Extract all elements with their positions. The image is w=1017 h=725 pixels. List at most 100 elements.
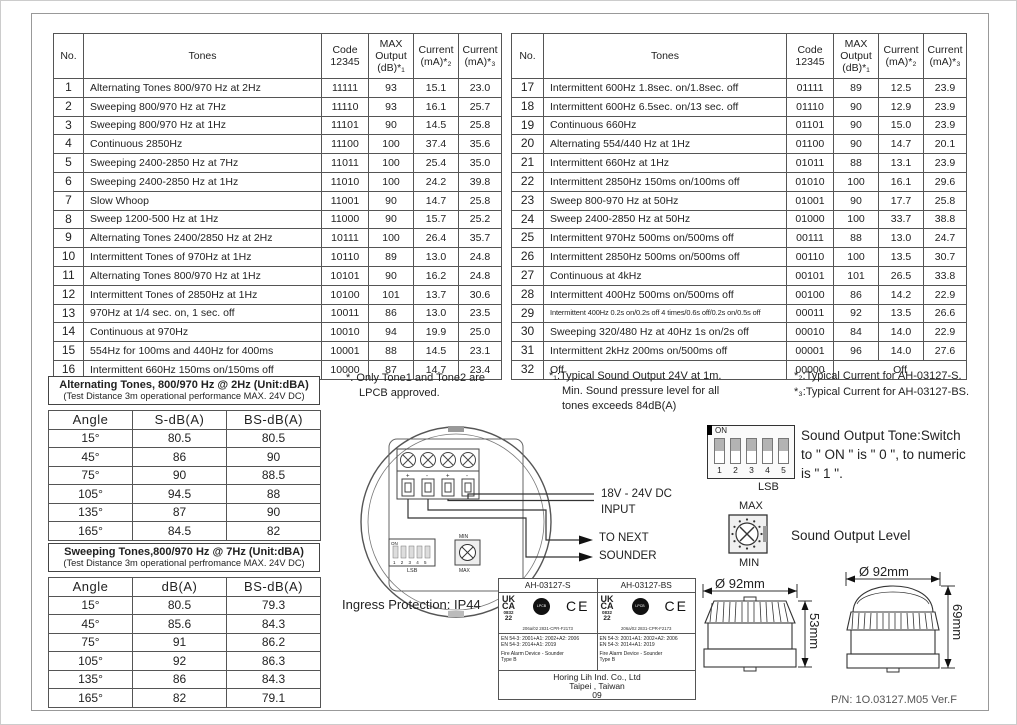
table-cell: 28	[511, 284, 544, 305]
table-cell: 17	[511, 78, 544, 98]
table-cell: Intermittent Tones of 970Hz at 1Hz	[83, 247, 322, 267]
table-cell: 87	[368, 359, 414, 380]
table-row: 23 Sweep 800-970 Hz at 50Hz 01001 90 17.7 25.…	[511, 190, 967, 211]
table-row: 1 Alternating Tones 800/970 Hz at 2Hz 1111…	[53, 78, 502, 98]
arrow-to-next	[579, 535, 593, 545]
col-no: No.	[53, 33, 84, 79]
dip-on-label: ON	[391, 541, 398, 546]
table-cell: 14.5	[413, 341, 459, 361]
dip-switch-4	[762, 438, 773, 464]
dip-knob	[731, 439, 740, 451]
table-cell: 2	[53, 96, 84, 117]
table-cell: 20	[511, 134, 544, 155]
dc-input-line1: 18V - 24V DC	[601, 488, 672, 500]
table-row: 20 Alternating 554/440 Hz at 1Hz 01100 90 14…	[511, 134, 967, 155]
note1-line1: *₁:Typical Sound Output 24V at 1m.	[549, 370, 722, 382]
table-cell: 90	[833, 134, 879, 155]
table-cell: 10110	[321, 247, 369, 267]
standard-line: EN 54-3: 2001+A1: 2002+A2: 2006	[599, 636, 678, 642]
table-cell: Sweep 800-970 Hz at 50Hz	[543, 190, 787, 211]
note-lpcb-line1: *. Only Tone1 and Tone2 are	[346, 372, 486, 384]
table-cell: 24	[511, 209, 544, 230]
col-bs-dba: BS-dB(A)	[226, 410, 321, 430]
table-cell: 25.8	[458, 190, 502, 211]
table-cell: 100	[368, 171, 414, 192]
table-row: 75° 91 86.2	[48, 632, 321, 652]
table-cell: Intermittent 600Hz 1.8sec. on/1.8sec. of…	[543, 78, 787, 98]
table-row: 7 Slow Whoop 11001 90 14.7 25.8	[53, 190, 502, 211]
table-cell: Intermittent 2kHz 200ms on/500ms off	[543, 341, 787, 361]
dip-number-4: 4	[765, 465, 770, 475]
arrow-sounder	[579, 552, 593, 562]
table-cell: 6	[53, 171, 84, 192]
table-cell: 21	[511, 153, 544, 173]
table-cell: 86	[132, 669, 227, 689]
tone-table-right: No. Tones Code 12345 MAX Output (dB)*₁ C…	[511, 33, 967, 380]
dip-switch-2	[730, 438, 741, 464]
table-cell: 92	[132, 651, 227, 671]
table-row: 3 Sweeping 800/970 Hz at 1Hz 11101 90 14.5 25…	[53, 115, 502, 136]
dip-number-3: 3	[749, 465, 754, 475]
table-row: 8 Sweep 1200-500 Hz at 1Hz 11000 90 15.7 25.2	[53, 209, 502, 230]
dc-input-label: 18V - 24V DC INPUT	[601, 486, 672, 518]
table-cell: 88	[833, 228, 879, 249]
table-cell: 82	[226, 521, 321, 541]
table-row: 29 Intermittent 400Hz 0.2s on/0.2s off 4 …	[511, 303, 967, 324]
table-cell: 23.4	[458, 359, 502, 380]
table-cell: 8	[53, 209, 84, 230]
table-cell: 16.1	[413, 96, 459, 117]
table-cell: Intermittent Tones of 2850Hz at 1Hz	[83, 284, 322, 305]
table-row: 4 Continuous 2850Hz 11100 100 37.4 35.6	[53, 134, 502, 155]
dip-number-5: 5	[781, 465, 786, 475]
dimension-drawing-53mm	[702, 584, 812, 672]
table-cell: Sweeping 2400-2850 Hz at 1Hz	[83, 171, 322, 192]
table-cell: 94.5	[132, 484, 227, 504]
table-cell: 23.9	[923, 78, 967, 98]
table-row: 10 Intermittent Tones of 970Hz at 1Hz 1011…	[53, 247, 502, 267]
table-cell: 135°	[48, 502, 133, 522]
sweep-table-subtitle: (Test Distance 3m operational perfromanc…	[63, 558, 305, 568]
table-cell: 15.7	[413, 209, 459, 230]
table-cell: 00110	[786, 247, 834, 267]
table-cell: 84.3	[226, 669, 321, 689]
ukca-line: UK	[600, 594, 614, 604]
table-cell: 11001	[321, 190, 369, 211]
table-cell: 22.9	[923, 284, 967, 305]
col-s-dba: S-dB(A)	[132, 410, 227, 430]
dip-switch-small: ON 1 2 3 4 5 LSB	[388, 538, 436, 574]
standard-line: EN 54-3: 2014+A1: 2019	[501, 642, 557, 648]
rotary-small: MIN MAX	[454, 534, 481, 574]
dip-knob	[779, 439, 788, 451]
note-lpcb-line2: LPCB approved.	[359, 387, 440, 399]
tone-table-right-body: 17 Intermittent 600Hz 1.8sec. on/1.8sec. …	[511, 78, 967, 380]
rotary-max-label: MAX	[459, 568, 471, 574]
table-cell: Continuous 2850Hz	[83, 134, 322, 155]
table-cell: 101	[368, 284, 414, 305]
table-cell: 91	[132, 632, 227, 652]
table-cell: 00100	[786, 284, 834, 305]
table-cell: Alternating 554/440 Hz at 1Hz	[543, 134, 787, 155]
dc-input-line2: INPUT	[601, 504, 636, 516]
table-cell: 16.2	[413, 265, 459, 286]
alt-angle-table-body: 15° 80.5 80.5 45° 86 90 75° 90 88.5 105° 94.5 88 135…	[48, 428, 321, 541]
table-cell: 26.4	[413, 228, 459, 249]
table-row: 15 554Hz for 100ms and 440Hz for 400ms 100…	[53, 341, 502, 361]
table-cell: 10111	[321, 228, 369, 249]
table-cell: 01001	[786, 190, 834, 211]
table-row: 45° 86 90	[48, 447, 321, 467]
table-row: 22 Intermittent 2850Hz 150ms on/100ms off…	[511, 171, 967, 192]
table-cell: 24.8	[458, 247, 502, 267]
table-cell: 25	[511, 228, 544, 249]
table-row: 13 970Hz at 1/4 sec. on, 1 sec. off 10011 8…	[53, 303, 502, 324]
wiring	[407, 493, 594, 558]
table-cell: 4	[53, 134, 84, 155]
rotary-min-label: MIN	[739, 557, 760, 569]
table-cell: 75°	[48, 632, 133, 652]
terminal-sign: +	[446, 474, 450, 480]
dip-switch-graphic: ON 1 2 3 4 5	[707, 425, 795, 479]
standard-line: Fire Alarm Device - Sounder	[501, 651, 564, 657]
col-max-output: MAX Output (dB)*₁	[833, 33, 879, 79]
table-cell: 20.1	[923, 134, 967, 155]
table-cell: 31	[511, 341, 544, 361]
table-cell: Continuous 660Hz	[543, 115, 787, 136]
